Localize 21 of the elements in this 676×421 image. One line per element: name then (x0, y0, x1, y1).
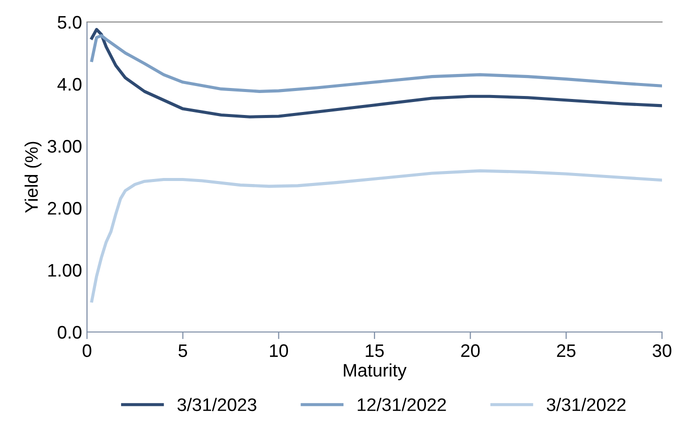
x-tick-label: 5 (178, 344, 188, 358)
legend-label: 3/31/2022 (546, 398, 626, 412)
x-tick-label: 25 (557, 344, 576, 358)
y-axis-title: Yield (%) (24, 142, 42, 213)
line-series (90, 34, 662, 93)
y-tick-label: 2.00 (48, 202, 82, 215)
x-tick-label: 0 (82, 344, 92, 358)
x-tick-label: 20 (461, 344, 480, 358)
line-series (90, 169, 662, 303)
line-series (90, 28, 662, 118)
legend-label: 12/31/2022 (358, 398, 446, 412)
y-tick-label: 1.00 (48, 264, 82, 277)
legend-label: 3/31/2023 (177, 398, 256, 412)
x-axis-title: Maturity (344, 363, 407, 380)
y-tick-label: 0.0 (58, 326, 82, 339)
y-tick-label: 3.00 (48, 140, 82, 153)
x-tick-label: 30 (652, 344, 672, 358)
x-tick-label: 10 (270, 344, 288, 358)
x-tick-label: 15 (366, 344, 384, 358)
y-tick-label: 4.0 (57, 78, 82, 91)
y-tick-label: 5.0 (58, 16, 82, 29)
